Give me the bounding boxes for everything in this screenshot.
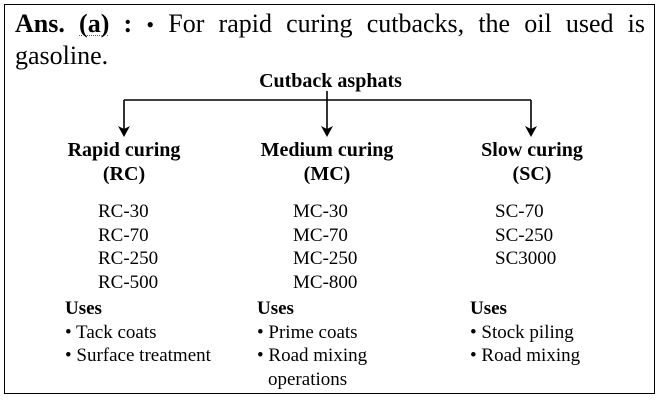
- arrowhead-mc: [321, 126, 333, 137]
- uses-list-sc: Uses • Stock piling • Road mixing: [470, 297, 580, 368]
- branch-code: (MC): [303, 163, 351, 185]
- branch-heading-mc: Medium curing (MC): [247, 138, 407, 186]
- grade-item: MC-30: [293, 201, 348, 222]
- branch-title: Slow curing: [481, 139, 583, 161]
- answer-box: [4, 4, 655, 394]
- grade-item: SC-70: [495, 201, 544, 222]
- grade-item: MC-800: [293, 271, 358, 293]
- use-item: • Tack coats: [65, 321, 157, 343]
- answer-text: For rapid curing cutbacks, the oil used …: [15, 9, 646, 70]
- answer-paragraph: Ans. (a) : • For rapid curing cutbacks, …: [15, 8, 645, 71]
- grade-item: RC-30: [98, 201, 149, 222]
- grade-item: RC-250: [98, 248, 159, 269]
- grade-list-mc: MC-30 MC-70 MC-250 MC-800: [293, 200, 357, 294]
- branch-code: (SC): [512, 163, 552, 185]
- grade-list-sc: SC-70 SC-250 SC3000: [495, 200, 556, 271]
- arrowhead-rc: [118, 126, 130, 137]
- grade-item: SC3000: [495, 248, 557, 269]
- use-item: • Road mixing: [470, 345, 581, 366]
- bullet-icon: •: [146, 12, 155, 37]
- grade-item: MC-70: [293, 224, 348, 246]
- uses-title: Uses: [470, 298, 507, 319]
- branch-code: (RC): [102, 163, 146, 185]
- uses-title: Uses: [65, 298, 102, 319]
- branch-title: Rapid curing: [67, 139, 181, 161]
- use-item-continued: operations: [268, 368, 348, 390]
- use-item: • Surface treatment: [65, 345, 211, 366]
- branch-heading-sc: Slow curing (SC): [452, 138, 612, 186]
- uses-title: Uses: [257, 298, 294, 319]
- diagram-root-title: Cutback asphats: [259, 70, 402, 92]
- grade-item: RC-500: [98, 271, 159, 293]
- answer-label: Ans. (a) :: [15, 9, 133, 38]
- grade-item: SC-250: [495, 224, 554, 246]
- branch-heading-rc: Rapid curing (RC): [44, 138, 204, 186]
- arrowhead-sc: [525, 126, 537, 137]
- grade-item: MC-250: [293, 248, 358, 269]
- uses-list-mc: Uses • Prime coats • Road mixing operati…: [257, 297, 367, 391]
- use-item: • Stock piling: [470, 321, 574, 343]
- grade-list-rc: RC-30 RC-70 RC-250 RC-500: [98, 200, 158, 294]
- grade-item: RC-70: [98, 224, 149, 246]
- use-item: • Road mixing: [257, 345, 368, 366]
- branch-title: Medium curing: [260, 139, 394, 161]
- answer-option: (a): [79, 9, 110, 38]
- use-item: • Prime coats: [257, 321, 358, 343]
- uses-list-rc: Uses • Tack coats • Surface treatment: [65, 297, 211, 368]
